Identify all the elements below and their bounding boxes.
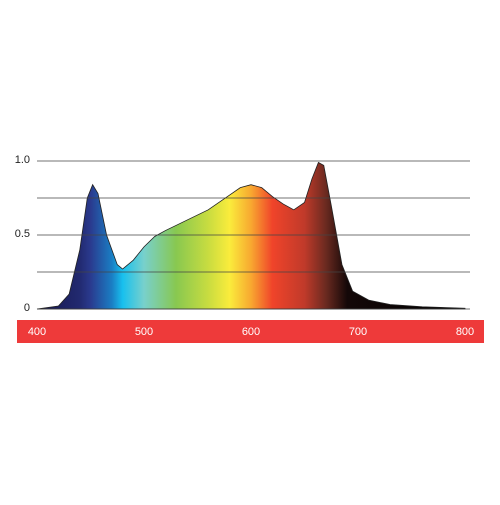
- x-tick-label: 400: [28, 326, 46, 338]
- x-tick-label: 800: [456, 326, 474, 338]
- y-tick-label: 0.5: [15, 228, 30, 240]
- spectrum-area: [36, 161, 466, 310]
- x-tick-label: 500: [135, 326, 153, 338]
- x-tick-label: 700: [349, 326, 367, 338]
- y-tick-label: 0: [24, 302, 30, 314]
- x-tick-label: 600: [242, 326, 260, 338]
- x-axis-band: [17, 320, 484, 343]
- y-tick-label: 1.0: [15, 154, 30, 166]
